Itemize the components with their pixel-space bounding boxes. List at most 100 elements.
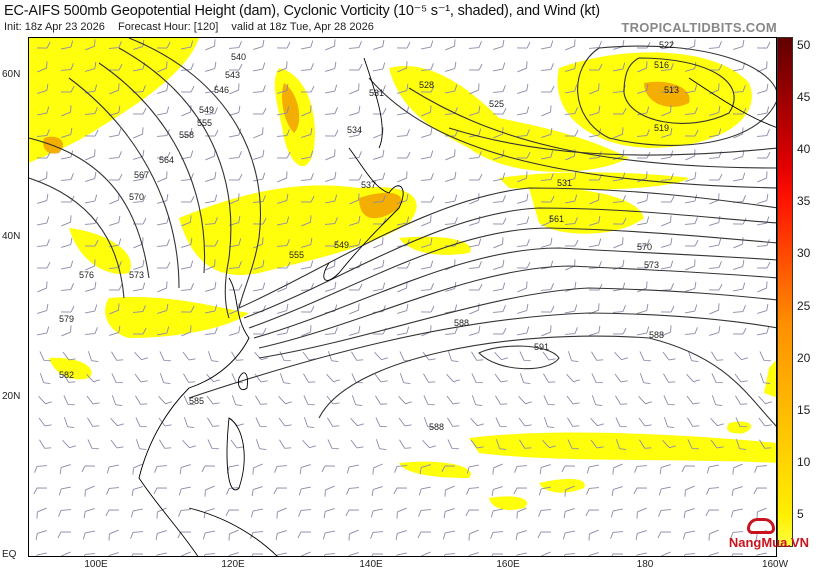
wind-barb — [756, 239, 770, 247]
wind-barb — [226, 487, 240, 495]
wind-barb — [37, 216, 50, 226]
wind-barb — [277, 106, 290, 116]
wind-barb — [589, 238, 602, 248]
wind-barb — [517, 303, 529, 314]
contour-label: 531 — [557, 178, 572, 188]
wind-barb — [326, 374, 340, 383]
wind-barb — [254, 373, 268, 383]
wind-barb — [227, 552, 239, 556]
wind-barb — [255, 417, 267, 428]
wind-barb — [589, 105, 601, 116]
wind-barb — [637, 216, 650, 226]
wind-barb — [36, 151, 51, 159]
wind-barb — [468, 173, 483, 181]
wind-barb — [637, 303, 649, 314]
wind-barb — [490, 531, 504, 539]
wind-barb — [733, 237, 744, 249]
wind-barb — [565, 84, 578, 94]
wind-barb — [492, 463, 503, 475]
wind-barb — [469, 128, 482, 138]
wind-barb — [469, 83, 480, 95]
wind-barb — [635, 530, 647, 541]
wind-barb — [347, 552, 359, 556]
wind-barb — [732, 327, 747, 335]
wind-barb — [351, 373, 363, 384]
wind-barb — [564, 217, 578, 225]
wind-barb — [273, 487, 288, 495]
wind-barb — [109, 83, 120, 95]
contour-label: 549 — [199, 105, 214, 115]
wind-barb — [756, 261, 771, 269]
contour-label: 585 — [189, 396, 204, 406]
wind-barb — [181, 260, 194, 270]
wind-barb — [133, 39, 145, 50]
wind-barb — [660, 305, 675, 313]
wind-barb — [157, 106, 170, 116]
wind-barb — [587, 552, 599, 556]
wind-barb — [108, 261, 122, 269]
wind-barb — [301, 150, 314, 160]
wind-barb — [36, 507, 47, 519]
wind-barb — [420, 173, 434, 181]
wind-barb — [613, 39, 625, 50]
wind-barb — [495, 395, 508, 405]
wind-barb — [759, 373, 771, 385]
wind-barb — [445, 61, 457, 72]
wind-barb — [637, 193, 649, 204]
wind-barb — [634, 465, 648, 473]
wind-barb — [514, 465, 528, 473]
wind-barb — [181, 325, 192, 337]
wind-barb — [637, 106, 650, 116]
wind-barb — [276, 129, 290, 137]
wind-barb — [684, 327, 698, 335]
wind-barb — [682, 553, 696, 556]
wind-barb — [658, 486, 671, 496]
wind-barb — [421, 215, 432, 227]
wind-barb — [132, 107, 147, 115]
wind-barb — [279, 439, 292, 449]
wind-barb — [447, 351, 459, 363]
brand-label: TROPICALTIDBITS.COM — [621, 20, 777, 35]
wind-barb — [468, 63, 483, 71]
colorbar-tick: 30 — [797, 246, 811, 260]
wind-barb — [34, 465, 48, 473]
wind-barb — [615, 417, 627, 428]
wind-barb — [39, 373, 51, 385]
map-panel: 540 543 546 549 555 558 564 567 570 573 … — [28, 37, 777, 557]
wind-barb — [157, 193, 169, 204]
wind-barb — [445, 194, 458, 204]
wind-barb — [589, 215, 601, 226]
wind-barb — [110, 439, 124, 449]
wind-barb — [371, 486, 383, 497]
wind-barb — [321, 465, 336, 473]
wind-barb — [108, 529, 119, 541]
wind-barb — [276, 41, 291, 49]
wind-barb — [468, 151, 482, 159]
wind-barb — [157, 61, 168, 73]
wind-barb — [134, 373, 148, 383]
wind-barb — [565, 194, 578, 204]
wind-barb — [637, 326, 650, 336]
wind-barb — [542, 440, 556, 449]
contour-label: 546 — [214, 85, 229, 95]
wind-barb — [349, 193, 360, 205]
wind-barb — [348, 283, 363, 291]
wind-barb — [180, 195, 195, 203]
wind-barb — [324, 485, 335, 497]
wind-barb — [348, 529, 359, 541]
contour-label: 582 — [59, 370, 74, 380]
colorbar-tick: 45 — [797, 90, 811, 104]
wind-barb — [60, 283, 74, 291]
wind-barb — [183, 395, 195, 406]
wind-barb — [297, 531, 312, 539]
wind-barb — [301, 105, 312, 117]
wind-barb — [350, 418, 364, 427]
wind-barb — [204, 107, 218, 115]
wind-barb — [180, 305, 195, 313]
wind-barb — [469, 215, 481, 226]
contour-label: 576 — [79, 270, 94, 280]
wind-barb — [682, 530, 695, 540]
wind-barb — [421, 105, 432, 117]
wind-barb — [302, 440, 316, 449]
wind-barb — [732, 217, 747, 225]
